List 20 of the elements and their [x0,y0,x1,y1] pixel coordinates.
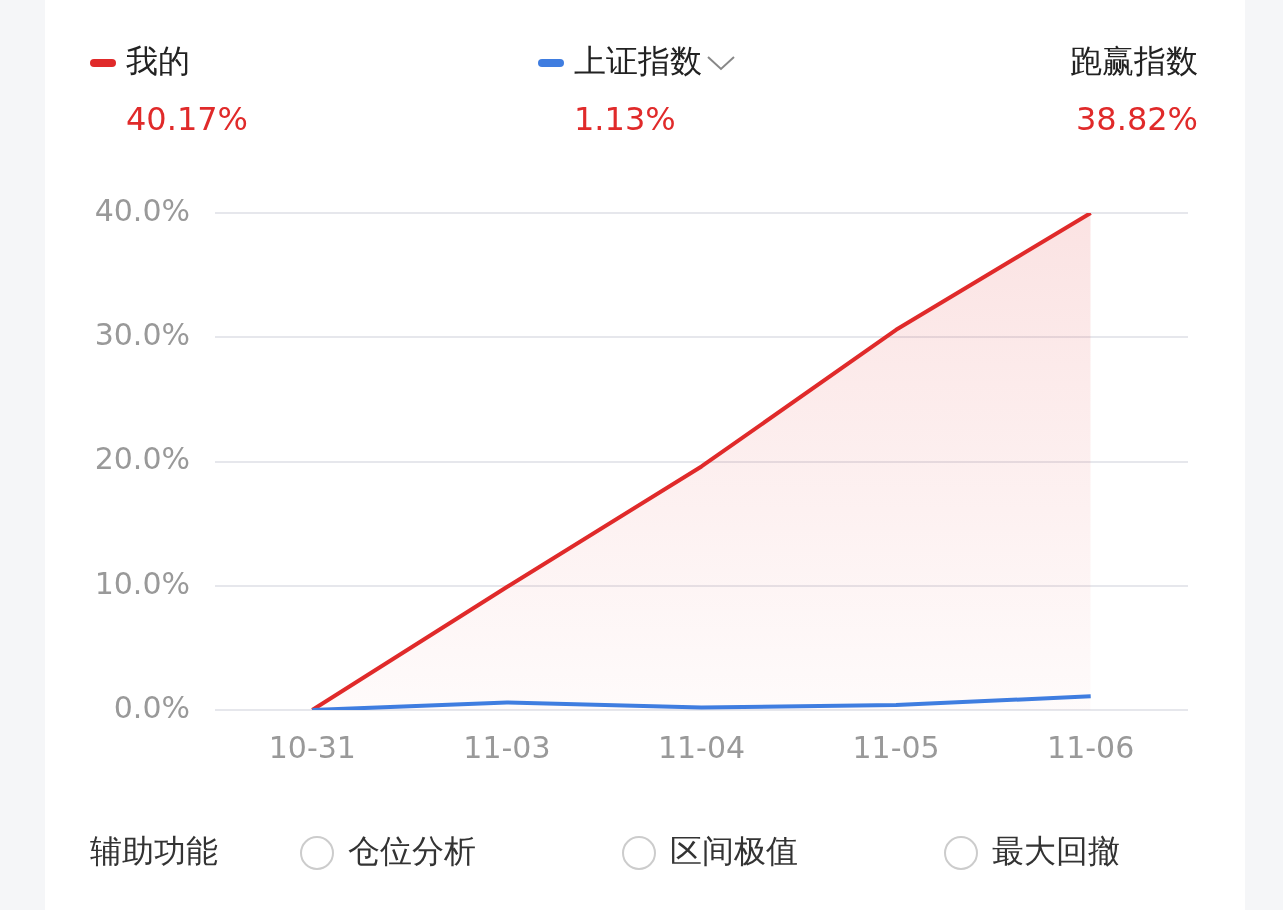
text: 区间极值 [670,832,798,870]
text: 最大回撤 [992,832,1120,870]
y-tick-label: 20.0% [94,441,190,477]
text: 1.13% [574,100,676,138]
legend-label: 我的 [126,42,190,80]
legend-label: 上证指数 [574,42,702,80]
x-tick-label: 11-04 [657,729,746,765]
text: 40.17% [126,100,249,138]
text: 38.82% [1075,100,1198,138]
x-tick-label: 11-03 [463,729,551,765]
y-tick-label: 40.0% [94,192,190,228]
x-tick-label: 11-06 [1047,729,1135,765]
y-tick-label: 30.0% [94,317,190,353]
text: 辅助功能 [90,831,218,872]
text: 跑赢指数 [1070,41,1198,82]
y-tick-label: 10.0% [94,565,190,601]
x-tick-label: 11-05 [852,729,940,765]
text: 仓位分析 [348,832,476,870]
x-tick-label: 10-31 [268,729,356,765]
y-tick-label: 0.0% [113,689,190,725]
